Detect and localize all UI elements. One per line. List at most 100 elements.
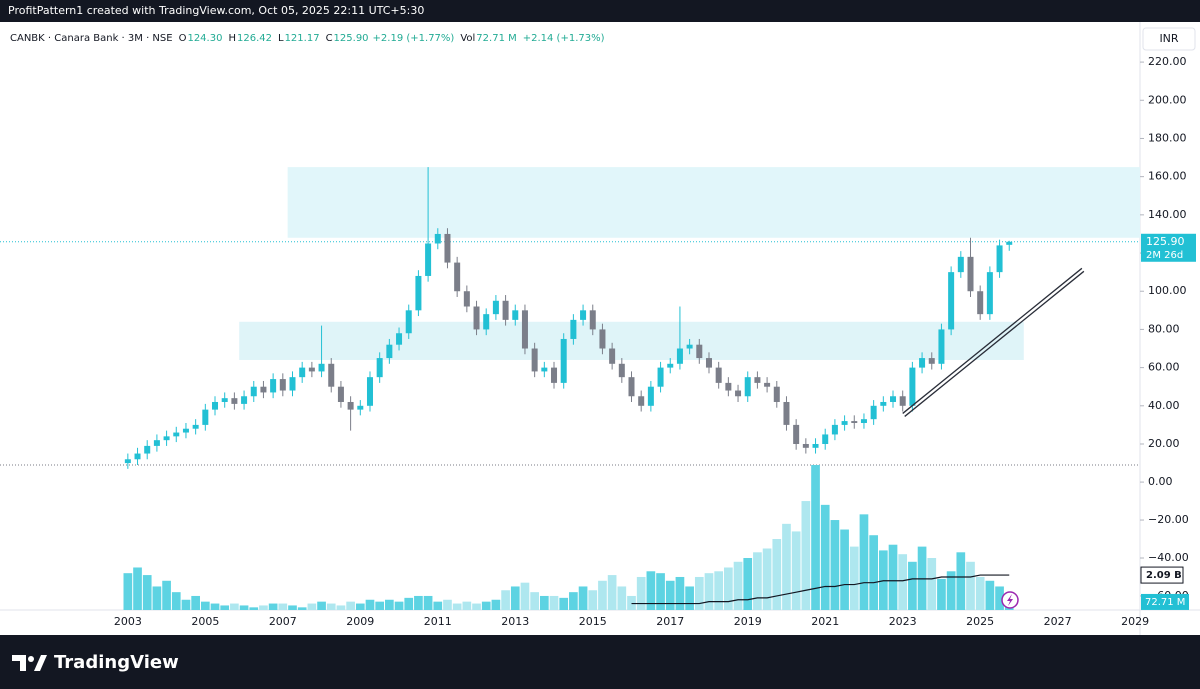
- volume-bar: [355, 603, 365, 610]
- volume-bar: [898, 554, 908, 610]
- candle-body: [928, 358, 935, 364]
- candle-body: [715, 367, 722, 383]
- candle-body: [473, 306, 480, 330]
- volume-tick-label: 0.00: [1148, 475, 1173, 488]
- volume-bar: [714, 571, 724, 610]
- volume-bar: [210, 603, 220, 610]
- volume-bar: [946, 571, 956, 610]
- candle-body: [957, 256, 964, 273]
- candle-body: [241, 396, 248, 404]
- candle-body: [144, 445, 151, 454]
- candle-body: [676, 348, 683, 364]
- volume-bar: [394, 601, 404, 610]
- candle-body: [182, 428, 189, 433]
- volume-bar: [501, 590, 510, 610]
- volume-bar: [569, 592, 578, 610]
- candle-body: [618, 363, 625, 378]
- y-tick-label: 220.00: [1148, 55, 1187, 68]
- candle-body: [996, 245, 1003, 273]
- volume-bar: [772, 539, 782, 610]
- x-tick-label: 2021: [811, 615, 839, 628]
- volume-bar: [743, 557, 753, 610]
- candle-body: [812, 443, 819, 448]
- header-text: ProfitPattern1 created with TradingView.…: [8, 4, 424, 17]
- candle-body: [124, 459, 131, 464]
- volume-bar: [908, 561, 917, 610]
- candle-body: [299, 367, 306, 378]
- candle-body: [328, 363, 335, 387]
- candle-body: [376, 358, 383, 378]
- candle-body: [977, 291, 984, 315]
- volume-bar: [259, 605, 268, 610]
- volume-bar: [675, 576, 685, 610]
- candle-body: [279, 379, 286, 391]
- candle-body: [919, 358, 926, 368]
- x-tick-label: 2025: [966, 615, 994, 628]
- candle-body: [754, 377, 761, 383]
- x-tick-label: 2009: [346, 615, 374, 628]
- volume-label: 72.71 M: [1145, 597, 1185, 608]
- volume-bar: [724, 567, 733, 610]
- volume-bar: [559, 597, 569, 610]
- volume-badge: [1141, 593, 1189, 610]
- tv-logo: [12, 655, 47, 671]
- volume-bar: [317, 601, 326, 610]
- volume-bar: [636, 576, 646, 610]
- candle-body: [192, 424, 199, 429]
- y-tick-label: 60.00: [1148, 361, 1180, 374]
- footer-bar: [0, 635, 1200, 689]
- candle-body: [289, 377, 296, 391]
- y-tick-label: 200.00: [1148, 93, 1187, 106]
- candle-body: [802, 443, 809, 448]
- last-price-label: 125.90: [1146, 235, 1185, 248]
- volume-bar: [365, 599, 375, 610]
- candle-body: [657, 367, 664, 387]
- legend-l-val: 121.17: [285, 33, 320, 44]
- volume-bar: [288, 605, 297, 610]
- candle-body: [773, 386, 780, 402]
- trendline-offset: [904, 270, 1085, 417]
- candle-body: [231, 398, 238, 404]
- volume-bar: [539, 595, 549, 610]
- volume-bar: [811, 465, 820, 610]
- volume-bar: [375, 601, 385, 610]
- candle-body: [783, 401, 790, 425]
- candle-body: [250, 386, 257, 397]
- volume-bar: [152, 586, 162, 610]
- candle-body: [938, 329, 945, 364]
- x-tick-label: 2019: [734, 615, 762, 628]
- price-zone: [287, 167, 1141, 238]
- volume-bar: [123, 573, 133, 610]
- candle-body: [599, 329, 606, 349]
- volume-bar: [849, 546, 859, 610]
- volume-bar: [549, 595, 559, 610]
- candle-body: [463, 291, 470, 307]
- currency-box: [1142, 27, 1196, 51]
- candle-body: [705, 358, 712, 368]
- volume-bar: [491, 599, 501, 610]
- volume-bar: [472, 603, 481, 610]
- x-tick-label: 2023: [889, 615, 917, 628]
- volume-bar: [617, 586, 627, 610]
- candle-body: [444, 233, 451, 263]
- last-price-badge: [1141, 233, 1196, 262]
- candle-body: [202, 409, 209, 425]
- candle-body: [425, 243, 432, 276]
- x-tick-label: 2017: [656, 615, 684, 628]
- volume-bar: [385, 599, 394, 610]
- candle-body: [318, 363, 325, 372]
- candle-body: [580, 310, 587, 320]
- candle-body: [696, 344, 703, 359]
- volume-bar: [859, 514, 869, 610]
- volume-bar: [937, 578, 946, 610]
- volume-bar: [598, 580, 607, 610]
- legend-c-val: 125.90: [334, 33, 369, 44]
- y-tick-label: 180.00: [1148, 131, 1187, 144]
- candle-body: [831, 424, 838, 435]
- x-tick-label: 2011: [424, 615, 452, 628]
- volume-bar: [869, 535, 878, 610]
- volume-bar: [927, 557, 937, 610]
- candle-body: [638, 396, 645, 406]
- candle-body: [512, 310, 519, 320]
